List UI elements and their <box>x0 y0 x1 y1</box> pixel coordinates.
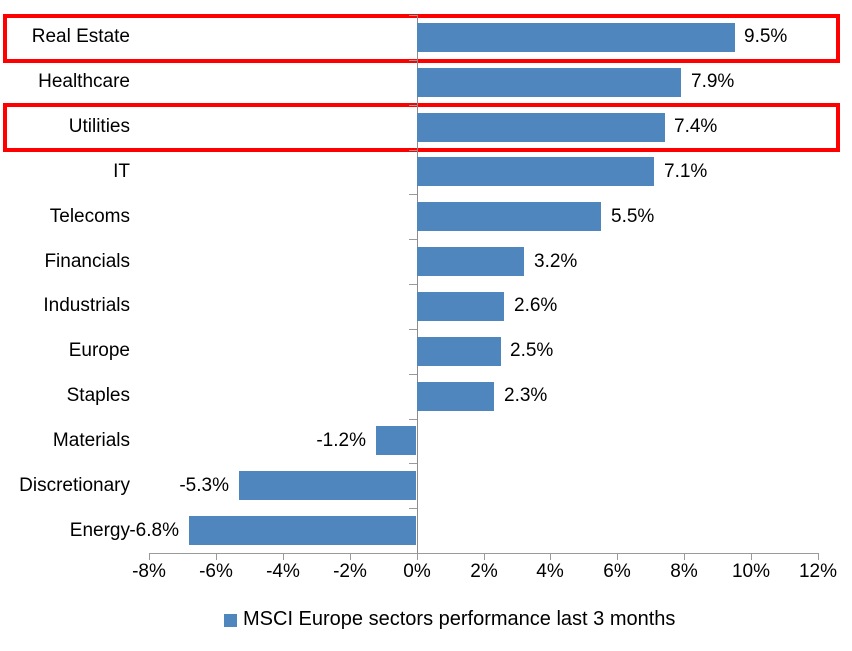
bar-financials <box>417 247 524 276</box>
category-axis-tick <box>409 194 417 195</box>
category-label: Materials <box>52 430 130 451</box>
highlight-box-real-estate <box>3 13 840 63</box>
x-axis-tick <box>684 553 685 560</box>
bar-europe <box>417 337 501 366</box>
bar-discretionary <box>239 471 416 500</box>
x-axis-tick-label: -4% <box>266 561 300 582</box>
category-label: Healthcare <box>38 71 130 92</box>
x-axis-tick-label: 4% <box>536 561 564 582</box>
data-label: 5.5% <box>611 206 655 227</box>
category-label: Discretionary <box>19 475 130 496</box>
x-axis-tick-label: 6% <box>603 561 631 582</box>
legend-series-marker-icon <box>224 613 237 627</box>
x-axis-tick <box>149 553 150 560</box>
x-axis-tick-label: 10% <box>731 561 771 582</box>
bar-it <box>417 157 654 186</box>
data-label: -5.3% <box>179 475 229 496</box>
data-label: 9.5% <box>744 26 788 47</box>
x-axis-tick <box>417 553 418 560</box>
x-axis-tick <box>751 553 752 560</box>
data-label: 7.9% <box>691 71 735 92</box>
category-axis-tick <box>409 239 417 240</box>
x-axis-tick-label: 12% <box>798 561 838 582</box>
data-label: 2.3% <box>504 385 548 406</box>
x-axis-tick-label: 0% <box>403 561 431 582</box>
x-axis-tick-label: -2% <box>333 561 367 582</box>
bar-real-estate <box>417 23 735 52</box>
value-zero-axis-line <box>417 15 418 553</box>
bar-utilities <box>417 113 665 142</box>
bar-healthcare <box>417 68 681 97</box>
highlight-box-utilities <box>3 103 840 153</box>
category-label: Telecoms <box>49 206 130 227</box>
data-label: -6.8% <box>129 520 179 541</box>
category-axis-tick <box>409 15 417 16</box>
bar-staples <box>417 382 494 411</box>
category-label: Europe <box>68 340 130 361</box>
category-label: Financials <box>44 251 130 272</box>
category-axis-tick <box>409 60 417 61</box>
category-axis-tick <box>409 329 417 330</box>
category-label: Utilities <box>68 116 130 137</box>
category-axis-tick <box>409 419 417 420</box>
data-label: 3.2% <box>534 251 578 272</box>
x-axis-tick-label: -6% <box>199 561 233 582</box>
x-axis-tick-label: -8% <box>132 561 166 582</box>
category-label: Staples <box>66 385 130 406</box>
category-axis-tick <box>409 463 417 464</box>
category-axis-tick <box>409 150 417 151</box>
bar-telecoms <box>417 202 601 231</box>
data-label: 2.5% <box>510 340 554 361</box>
category-label: Energy <box>69 520 130 541</box>
data-label: 2.6% <box>514 295 558 316</box>
category-axis-tick <box>409 374 417 375</box>
chart-legend: MSCI Europe sectors performance last 3 m… <box>224 607 675 631</box>
x-axis-tick-label: 8% <box>670 561 698 582</box>
x-axis-tick <box>216 553 217 560</box>
data-label: -1.2% <box>316 430 366 451</box>
bar-industrials <box>417 292 504 321</box>
x-axis-tick <box>818 553 819 560</box>
category-axis-tick <box>409 105 417 106</box>
x-axis-tick-label: 2% <box>470 561 498 582</box>
x-axis-tick <box>617 553 618 560</box>
category-label: IT <box>113 161 130 182</box>
x-axis-tick <box>283 553 284 560</box>
data-label: 7.1% <box>664 161 708 182</box>
x-axis-tick <box>350 553 351 560</box>
bar-energy <box>189 516 416 545</box>
legend-series-label: MSCI Europe sectors performance last 3 m… <box>243 608 676 630</box>
category-label: Industrials <box>43 295 130 316</box>
category-axis-tick <box>409 284 417 285</box>
category-label: Real Estate <box>31 26 130 47</box>
x-axis-tick <box>550 553 551 560</box>
bar-materials <box>376 426 416 455</box>
x-axis-tick <box>484 553 485 560</box>
category-axis-tick <box>409 508 417 509</box>
data-label: 7.4% <box>674 116 718 137</box>
